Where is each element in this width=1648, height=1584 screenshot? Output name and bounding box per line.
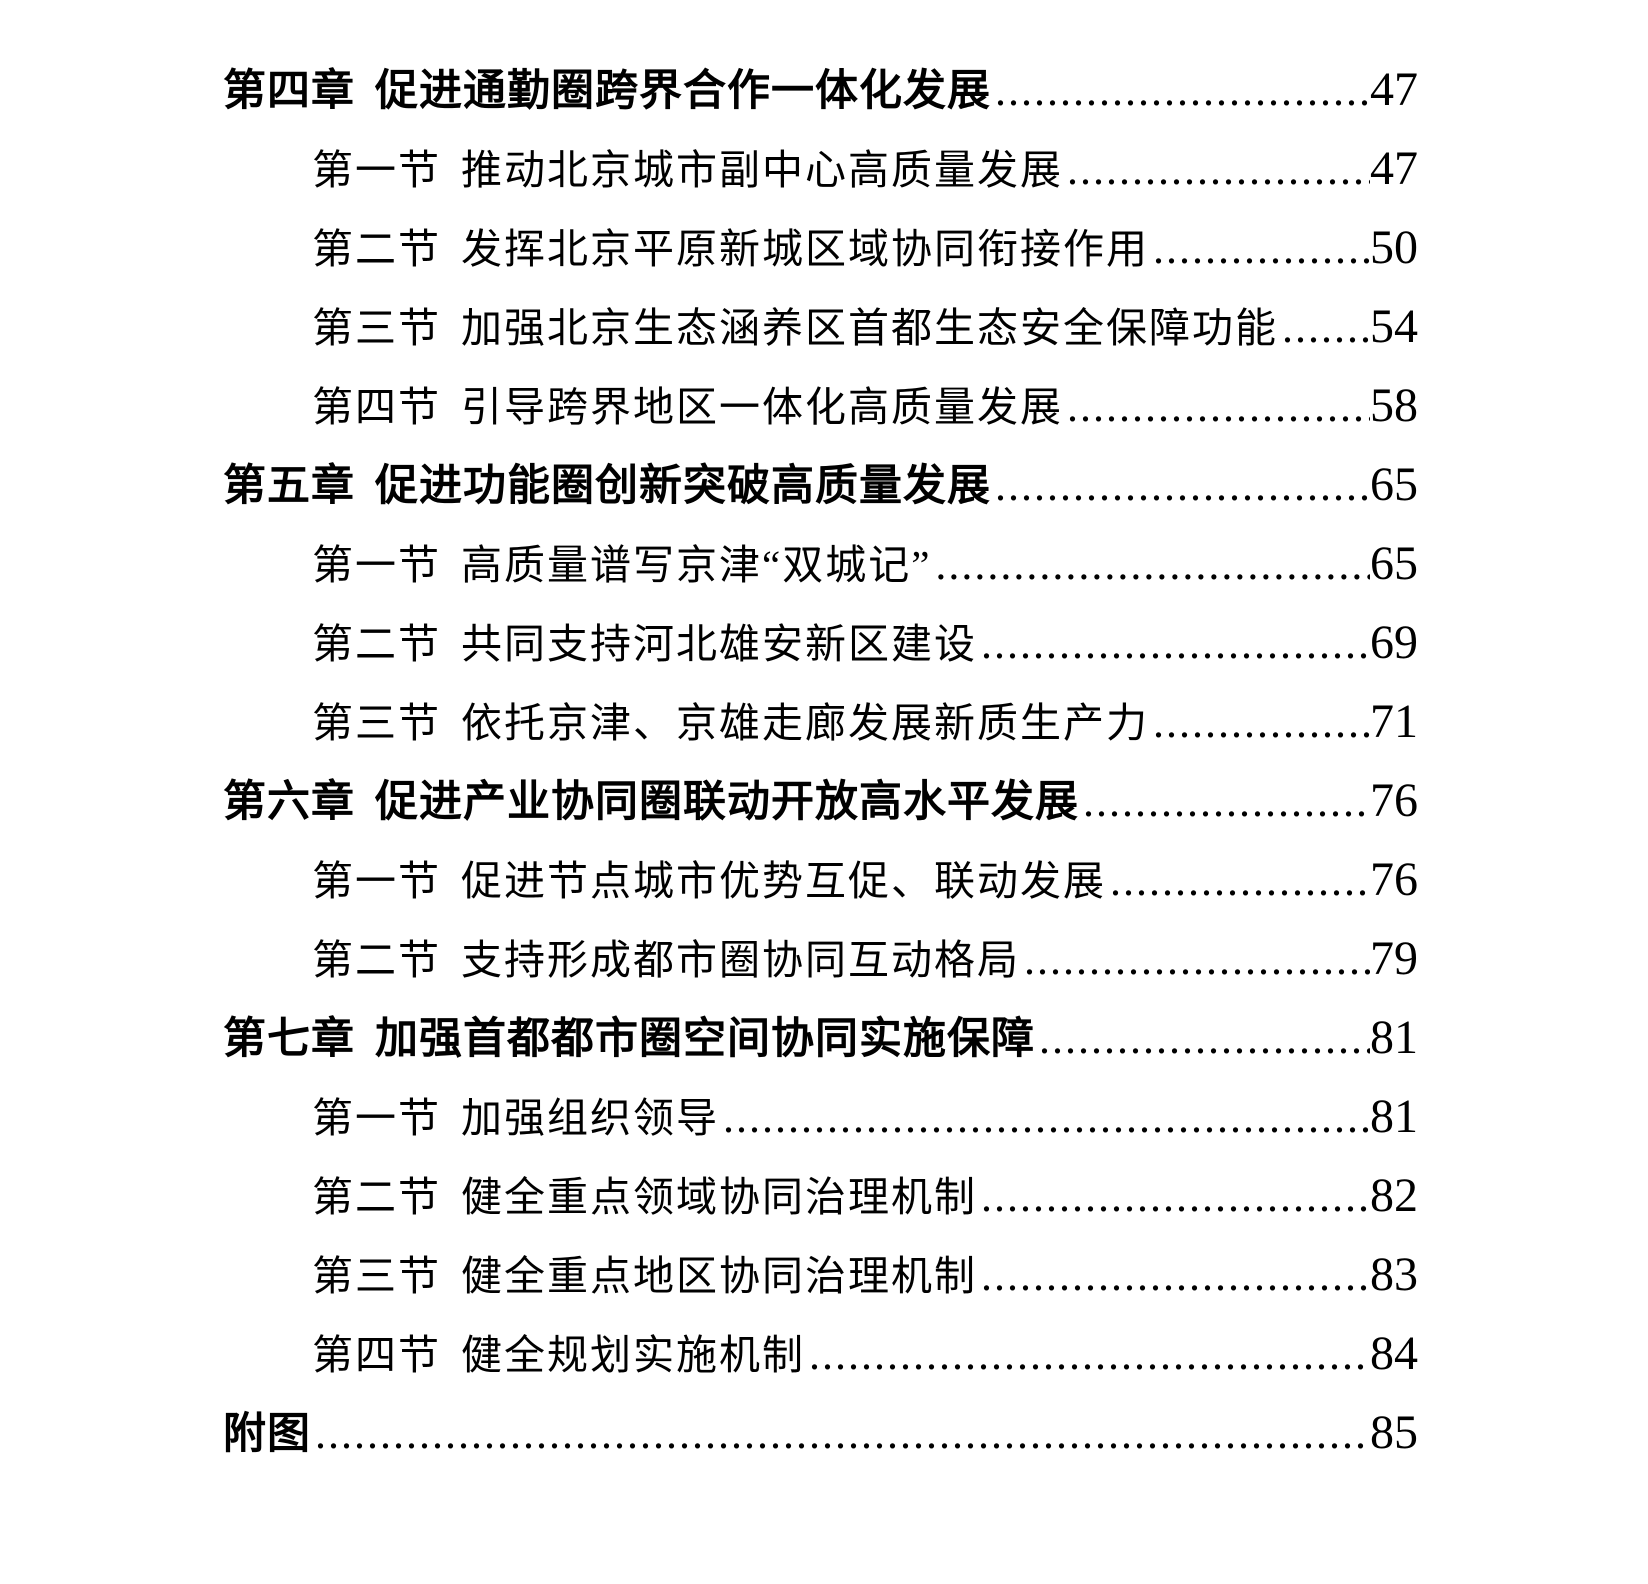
toc-entry-label: 第一节 <box>312 542 441 588</box>
toc-entry-label: 第四章 <box>223 67 355 115</box>
dot-leader: ........................................… <box>1024 935 1370 984</box>
toc-entry-title: 加强北京生态涵养区首都生态安全保障功能 <box>461 305 1278 351</box>
toc-entry-label: 第四节 <box>312 384 441 430</box>
toc-entry-label: 第二节 <box>312 1174 441 1220</box>
toc-entry-page: 79 <box>1370 932 1418 985</box>
toc-entry-section: 第四节 引导跨界地区一体化高质量发展 .....................… <box>223 366 1418 445</box>
toc-entry-title: 高质量谱写京津“双城记” <box>461 542 932 588</box>
toc-entry-label: 第一节 <box>312 1095 441 1141</box>
toc-entry-title: 支持形成都市圈协同互动格局 <box>461 937 1020 983</box>
toc-entry-label: 第六章 <box>223 778 355 826</box>
toc-entry-label: 第一节 <box>312 858 441 904</box>
toc-entry-label: 附图 <box>223 1410 311 1458</box>
toc-entry-title: 加强组织领导 <box>461 1095 719 1141</box>
dot-leader: ........................................… <box>981 1251 1370 1300</box>
dot-leader: ........................................… <box>981 1172 1370 1221</box>
toc-entry-chapter: 附图 .....................................… <box>223 1393 1418 1472</box>
toc-entry-page: 65 <box>1370 458 1418 511</box>
toc-entry-section: 第一节 促进节点城市优势互促、联动发展 ....................… <box>223 840 1418 919</box>
toc-entry-section: 第二节 共同支持河北雄安新区建设 .......................… <box>223 603 1418 682</box>
toc-entry-title: 促进通勤圈跨界合作一体化发展 <box>375 67 991 115</box>
dot-leader: ........................................… <box>1110 856 1370 905</box>
toc-entry-chapter: 第六章 促进产业协同圈联动开放高水平发展 ...................… <box>223 761 1418 840</box>
toc-entry-label: 第三节 <box>312 700 441 746</box>
toc-entry-title: 依托京津、京雄走廊发展新质生产力 <box>461 700 1149 746</box>
toc-entry-page: 81 <box>1370 1011 1418 1064</box>
dot-leader: ........................................… <box>1282 303 1370 352</box>
dot-leader: ........................................… <box>935 540 1370 589</box>
toc-list: 第四章 促进通勤圈跨界合作一体化发展 .....................… <box>223 50 1418 1472</box>
toc-entry-section: 第三节 依托京津、京雄走廊发展新质生产力 ...................… <box>223 682 1418 761</box>
toc-entry-label: 第三节 <box>312 305 441 351</box>
toc-entry-title: 发挥北京平原新城区域协同衔接作用 <box>461 226 1149 272</box>
toc-entry-title: 促进产业协同圈联动开放高水平发展 <box>375 778 1079 826</box>
toc-entry-section: 第三节 健全重点地区协同治理机制 .......................… <box>223 1235 1418 1314</box>
toc-entry-section: 第三节 加强北京生态涵养区首都生态安全保障功能 ................… <box>223 287 1418 366</box>
toc-entry-label: 第二节 <box>312 226 441 272</box>
toc-entry-page: 76 <box>1370 774 1418 827</box>
dot-leader: ........................................… <box>1153 698 1370 747</box>
toc-entry-label: 第五章 <box>223 462 355 510</box>
toc-entry-page: 47 <box>1370 63 1418 116</box>
toc-entry-label: 第七章 <box>223 1015 355 1063</box>
dot-leader: ........................................… <box>1067 145 1370 194</box>
dot-leader: ........................................… <box>809 1330 1370 1379</box>
toc-entry-label: 第一节 <box>312 147 441 193</box>
toc-entry-page: 50 <box>1370 221 1418 274</box>
toc-entry-page: 82 <box>1370 1169 1418 1222</box>
dot-leader: ........................................… <box>315 1409 1370 1458</box>
toc-entry-page: 81 <box>1370 1090 1418 1143</box>
toc-entry-page: 84 <box>1370 1327 1418 1380</box>
toc-entry-page: 58 <box>1370 379 1418 432</box>
toc-entry-title: 促进节点城市优势互促、联动发展 <box>461 858 1106 904</box>
toc-entry-chapter: 第四章 促进通勤圈跨界合作一体化发展 .....................… <box>223 50 1418 129</box>
toc-entry-section: 第一节 高质量谱写京津“双城记” .......................… <box>223 524 1418 603</box>
toc-entry-chapter: 第五章 促进功能圈创新突破高质量发展 .....................… <box>223 445 1418 524</box>
dot-leader: ........................................… <box>1039 1014 1370 1063</box>
toc-entry-label: 第二节 <box>312 937 441 983</box>
dot-leader: ........................................… <box>1083 777 1370 826</box>
dot-leader: ........................................… <box>723 1093 1370 1142</box>
toc-entry-title: 健全重点地区协同治理机制 <box>461 1253 977 1299</box>
dot-leader: ........................................… <box>1153 224 1370 273</box>
toc-entry-title: 加强首都都市圈空间协同实施保障 <box>375 1015 1035 1063</box>
toc-entry-page: 69 <box>1370 616 1418 669</box>
toc-entry-section: 第二节 健全重点领域协同治理机制 .......................… <box>223 1156 1418 1235</box>
toc-entry-section: 第二节 支持形成都市圈协同互动格局 ......................… <box>223 919 1418 998</box>
toc-entry-label: 第三节 <box>312 1253 441 1299</box>
dot-leader: ........................................… <box>981 619 1370 668</box>
toc-entry-page: 47 <box>1370 142 1418 195</box>
toc-entry-page: 65 <box>1370 537 1418 590</box>
toc-entry-page: 76 <box>1370 853 1418 906</box>
toc-entry-section: 第四节 健全规划实施机制 ...........................… <box>223 1314 1418 1393</box>
dot-leader: ........................................… <box>1067 382 1370 431</box>
toc-entry-page: 85 <box>1370 1406 1418 1459</box>
toc-entry-title: 健全规划实施机制 <box>461 1332 805 1378</box>
toc-entry-section: 第一节 推动北京城市副中心高质量发展 .....................… <box>223 129 1418 208</box>
toc-entry-section: 第一节 加强组织领导 .............................… <box>223 1077 1418 1156</box>
dot-leader: ........................................… <box>995 461 1370 510</box>
toc-entry-page: 54 <box>1370 300 1418 353</box>
toc-entry-title: 健全重点领域协同治理机制 <box>461 1174 977 1220</box>
dot-leader: ........................................… <box>995 66 1370 115</box>
toc-entry-label: 第四节 <box>312 1332 441 1378</box>
toc-entry-section: 第二节 发挥北京平原新城区域协同衔接作用 ...................… <box>223 208 1418 287</box>
toc-entry-page: 83 <box>1370 1248 1418 1301</box>
toc-entry-chapter: 第七章 加强首都都市圈空间协同实施保障 ....................… <box>223 998 1418 1077</box>
toc-entry-title: 促进功能圈创新突破高质量发展 <box>375 462 991 510</box>
toc-entry-title: 引导跨界地区一体化高质量发展 <box>461 384 1063 430</box>
toc-entry-title: 推动北京城市副中心高质量发展 <box>461 147 1063 193</box>
toc-entry-title: 共同支持河北雄安新区建设 <box>461 621 977 667</box>
toc-entry-page: 71 <box>1370 695 1418 748</box>
toc-entry-label: 第二节 <box>312 621 441 667</box>
